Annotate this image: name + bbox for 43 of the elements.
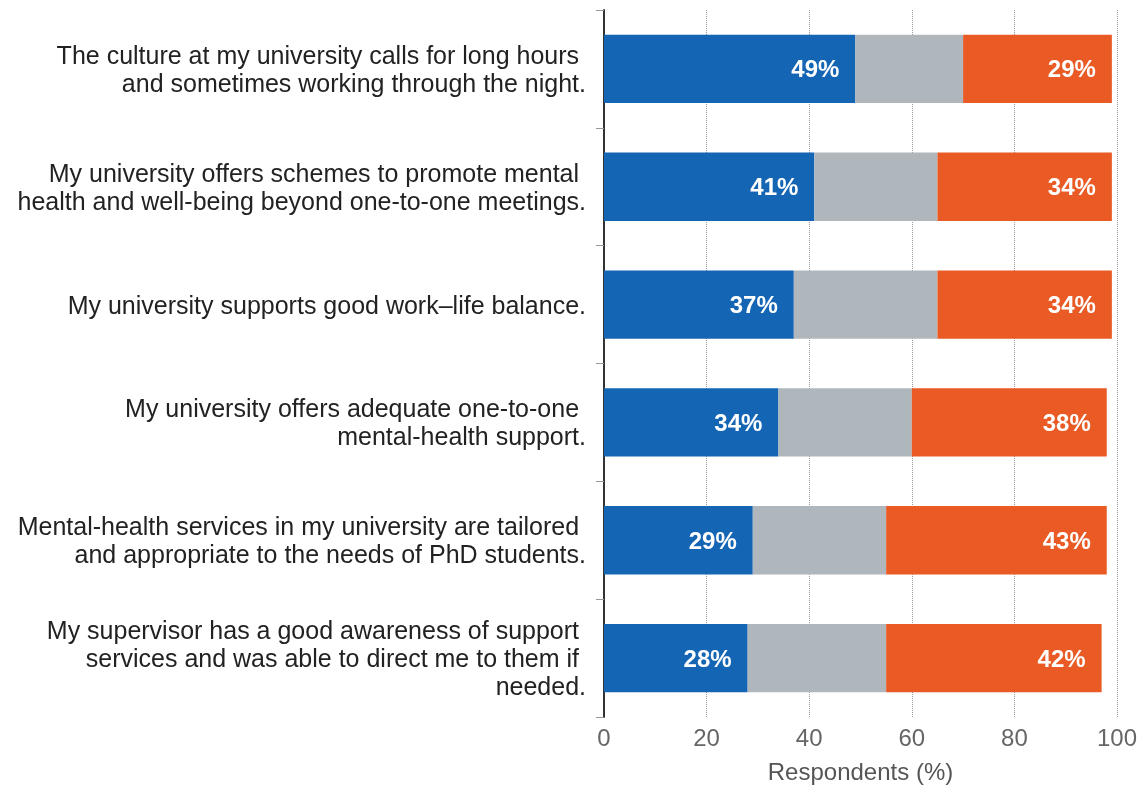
data-label: 34% (1047, 291, 1096, 319)
bar (911, 388, 1107, 457)
bar (752, 506, 887, 575)
x-tick-label: 0 (597, 723, 611, 751)
y-tick-label: My university supports good work–life balance. (67, 290, 586, 319)
bar (604, 270, 794, 339)
x-tick-label: 20 (693, 723, 720, 751)
x-tick-label: 40 (795, 723, 823, 751)
data-label: 49% (791, 55, 840, 83)
bar (937, 152, 1112, 221)
data-label: 29% (688, 526, 737, 554)
bar (604, 506, 753, 575)
bar (814, 152, 938, 221)
x-tick-label: 80 (1001, 723, 1028, 751)
y-tick-label: My university offers adequate one-to-one mental-health support. (125, 394, 586, 451)
data-label: 42% (1037, 644, 1086, 672)
y-tick-label: The culture at my university calls for long hours and sometimes working through the night. (56, 40, 586, 97)
bar (778, 388, 912, 457)
bar (604, 152, 815, 221)
data-label: 28% (683, 644, 732, 672)
bar (886, 623, 1102, 693)
x-tick-label: 100 (1096, 723, 1138, 751)
data-label: 34% (1047, 173, 1096, 201)
data-label: 43% (1042, 526, 1091, 554)
data-label: 38% (1042, 408, 1091, 436)
data-label: 29% (1047, 55, 1096, 83)
bar (747, 623, 887, 693)
y-tick-label: My university offers schemes to promote mental health and well-being beyond one-to-one meetings. (17, 158, 586, 215)
y-tick-label: My supervisor has a good awareness of support services and was able to direct me to them if needed. (46, 616, 586, 701)
bar (604, 388, 779, 457)
bar (937, 270, 1112, 339)
bar (604, 34, 856, 104)
x-axis-title: Respondents (%) (767, 757, 954, 785)
bar (855, 34, 964, 104)
bar (604, 623, 748, 693)
y-tick-label: Mental-health services in my university are tailored and appropriate to the needs of PhD students. (17, 512, 586, 569)
bar (793, 270, 938, 339)
data-label: 37% (729, 291, 778, 319)
bar (886, 506, 1107, 575)
data-label: 41% (750, 173, 799, 201)
bar (963, 34, 1112, 104)
data-label: 34% (714, 408, 763, 436)
x-tick-label: 60 (898, 723, 926, 751)
